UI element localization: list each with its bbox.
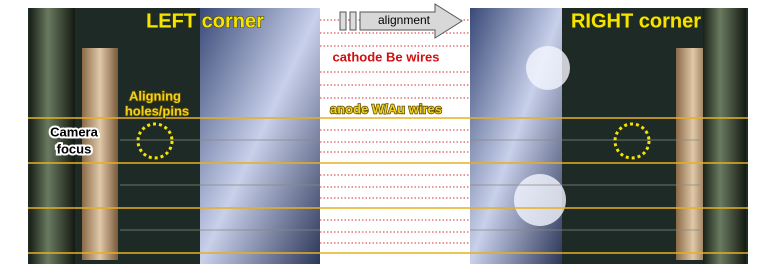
arrow-bar xyxy=(350,12,356,30)
camera-label: focus xyxy=(57,141,92,156)
left-title: LEFT corner xyxy=(146,10,264,32)
right-roller xyxy=(703,8,746,264)
arrow-label: alignment xyxy=(378,13,431,27)
glare xyxy=(526,46,570,90)
cathode-label: cathode Be wires xyxy=(333,49,440,64)
arrow-bar xyxy=(340,12,346,30)
glare xyxy=(514,174,566,226)
camera-label: Camera xyxy=(50,124,98,139)
aligning-label: holes/pins xyxy=(125,103,189,118)
anode-label: anode W/Au wires xyxy=(330,101,442,116)
aligning-label: Aligning xyxy=(129,88,181,103)
right-title: RIGHT corner xyxy=(571,10,701,32)
left-blue xyxy=(200,8,320,264)
annotated-photo: alignment LEFT corner RIGHT corner catho… xyxy=(0,0,765,267)
